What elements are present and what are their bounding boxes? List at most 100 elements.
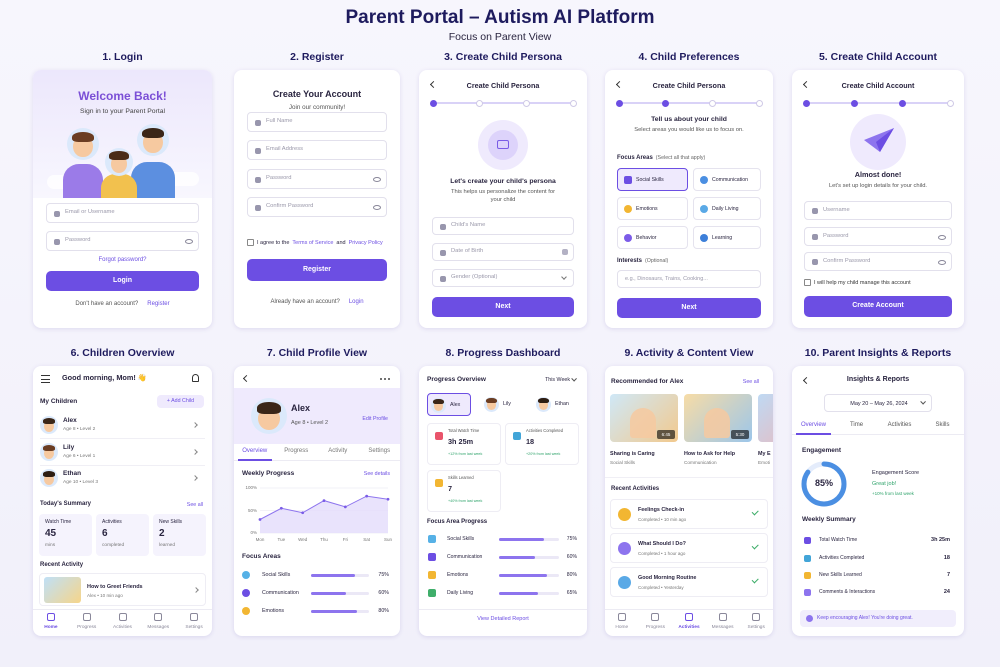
input-field[interactable]: Child's Name <box>432 217 574 235</box>
nav-label[interactable]: Settings <box>185 625 203 631</box>
video-thumbnail[interactable]: 6:45 <box>610 394 678 442</box>
button[interactable]: Login <box>46 271 199 291</box>
chevron-icon <box>561 274 567 280</box>
login-link[interactable]: Login <box>348 299 364 306</box>
tab[interactable]: Time <box>849 422 864 429</box>
nav-icon[interactable] <box>118 613 127 621</box>
video-thumbnail[interactable] <box>758 394 773 442</box>
input-field[interactable]: Username <box>804 201 952 220</box>
icon <box>440 223 446 230</box>
icon <box>428 535 436 543</box>
nav-label[interactable]: Messages <box>147 625 170 631</box>
nav-icon[interactable] <box>46 613 55 621</box>
nav-icon[interactable] <box>718 613 727 621</box>
nav-icon[interactable] <box>685 613 693 621</box>
activity-meta: Completed • Yesterday <box>638 585 684 591</box>
nav-label[interactable]: Messages <box>711 625 734 631</box>
phone-screen: Create Child Persona Let's create your ch… <box>419 70 587 328</box>
chip-name: Lily <box>503 400 511 407</box>
nav-label[interactable]: Progress <box>77 625 97 631</box>
activity-meta: Completed • 10 min ago <box>638 517 687 523</box>
tab[interactable]: Settings <box>368 448 391 455</box>
input-field[interactable]: e.g., Dinosaurs, Trains, Cooking... <box>617 270 761 288</box>
input-field[interactable]: Email Address <box>247 140 387 160</box>
icon <box>440 249 446 256</box>
child-name[interactable]: Ethan <box>63 469 82 477</box>
input-field[interactable]: Email or Username <box>46 203 199 223</box>
activity-item[interactable]: Feelings Check-in Completed • 10 min ago <box>610 499 768 529</box>
child-chip[interactable]: Lily <box>481 393 525 416</box>
page-title: Parent Portal – Autism AI Platform <box>345 7 655 28</box>
text: Interests <box>617 258 643 265</box>
nav-label[interactable]: Progress <box>645 625 665 631</box>
stepper-line <box>433 102 573 104</box>
nav-label[interactable]: Activities <box>113 625 132 631</box>
stat-label: Total Watch Time <box>448 428 480 434</box>
period-select[interactable]: This Week <box>545 376 570 383</box>
summary-unit: mins <box>45 543 56 549</box>
summary-value: 7 <box>946 571 950 578</box>
focus-title: Focus Areas (Select all that apply) <box>617 155 767 162</box>
screen-label: 6. Children Overview <box>70 347 175 360</box>
input-field[interactable]: Password <box>804 227 952 246</box>
nav-label[interactable]: Settings <box>747 625 765 631</box>
focus-option[interactable]: Communication <box>693 168 761 191</box>
nav-label[interactable]: Home <box>44 625 58 631</box>
tab[interactable]: Activity <box>328 448 348 455</box>
button[interactable]: Register <box>247 259 387 281</box>
input-field[interactable]: Password <box>46 231 199 251</box>
nav-icon[interactable] <box>752 613 761 621</box>
focus-name: Emotions <box>262 607 285 614</box>
tab[interactable]: Activities <box>887 422 912 429</box>
input-field[interactable]: Gender (Optional) <box>432 269 574 287</box>
edit-profile-link[interactable]: Edit Profile <box>362 415 388 422</box>
input-field[interactable]: Confirm Password <box>804 252 952 271</box>
button[interactable]: Next <box>432 297 574 317</box>
add-child-button[interactable]: + Add Child <box>157 395 204 408</box>
tab[interactable]: Overview <box>800 422 826 429</box>
nav-icon[interactable] <box>82 613 91 621</box>
child-name[interactable]: Lily <box>63 443 75 451</box>
tab[interactable]: Progress <box>284 448 309 455</box>
focus-option[interactable]: Emotions <box>617 197 688 220</box>
nav-label[interactable]: Activities <box>678 625 700 631</box>
privacy-link[interactable]: Privacy Policy <box>348 239 383 246</box>
activity-item[interactable]: Good Morning Routine Completed • Yesterda… <box>610 567 768 597</box>
focus-option[interactable]: Behavior <box>617 226 688 249</box>
video-thumbnail[interactable]: 5:30 <box>684 394 752 442</box>
avatar-hair <box>433 399 444 405</box>
summary-label: Watch Time <box>45 518 72 525</box>
nav-icon[interactable] <box>651 613 660 621</box>
report-link[interactable]: View Detailed Report <box>477 615 529 622</box>
terms-link[interactable]: Terms of Service <box>292 239 334 246</box>
focus-option[interactable]: Daily Living <box>693 197 761 220</box>
bell-icon[interactable] <box>192 374 199 382</box>
checkbox[interactable] <box>804 279 811 286</box>
step-dot <box>755 99 763 107</box>
stat-value: 18 <box>526 437 535 447</box>
input-field[interactable]: Date of Birth <box>432 243 574 261</box>
focus-option[interactable]: Social Skills <box>617 168 688 191</box>
nav-label[interactable]: Home <box>615 625 629 631</box>
activity-item[interactable]: What Should I Do? Completed • 1 hour ago <box>610 533 768 563</box>
recent-item[interactable]: How to Greet Friends Alex • 10 min ago <box>39 573 206 606</box>
child-name[interactable]: Alex <box>63 416 77 424</box>
nav-icon[interactable] <box>190 613 199 621</box>
focus-option[interactable]: Learning <box>693 226 761 249</box>
checkbox[interactable] <box>247 239 254 246</box>
tab[interactable]: Skills <box>935 422 950 429</box>
forgot-link[interactable]: Forgot password? <box>98 257 147 264</box>
input-field[interactable]: Confirm Password <box>247 197 387 217</box>
child-chip[interactable]: Ethan <box>533 393 577 416</box>
child-chip[interactable]: Alex <box>427 393 471 416</box>
date-range-select[interactable]: May 20 – May 26, 2024 <box>824 394 932 412</box>
tab[interactable]: Overview <box>242 448 268 455</box>
input-field[interactable]: Password <box>247 169 387 189</box>
summary-card: Watch Time 45 mins <box>39 514 92 556</box>
input-field[interactable]: Full Name <box>247 112 387 132</box>
nav-icon[interactable] <box>617 613 626 621</box>
register-link[interactable]: Register <box>147 301 170 308</box>
button[interactable]: Create Account <box>804 296 952 317</box>
button[interactable]: Next <box>617 298 761 318</box>
nav-icon[interactable] <box>154 613 163 621</box>
